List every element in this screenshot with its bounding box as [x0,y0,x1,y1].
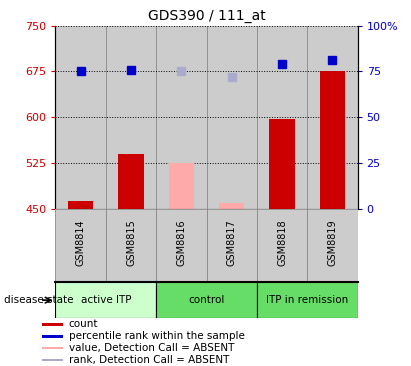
Bar [118,154,143,209]
Bar [169,163,194,209]
Text: GSM8817: GSM8817 [227,220,237,266]
Bar [55,209,106,282]
Bar [257,209,307,282]
Bar [68,201,93,209]
Text: control: control [188,295,225,305]
Text: count: count [69,320,98,329]
Text: GSM8814: GSM8814 [76,220,85,266]
Bar [307,209,358,282]
Bar [206,209,257,282]
Text: value, Detection Call = ABSENT: value, Detection Call = ABSENT [69,343,234,353]
Text: GSM8816: GSM8816 [176,220,186,266]
Bar [55,26,106,209]
Text: ITP in remission: ITP in remission [266,295,349,305]
Bar [156,26,206,209]
Bar [42,347,63,350]
Bar [106,209,156,282]
Bar [307,26,358,209]
Bar [257,282,358,318]
Bar [320,71,345,209]
Text: GSM8815: GSM8815 [126,220,136,266]
Text: disease state: disease state [4,295,74,305]
Bar [156,209,206,282]
Bar [270,119,295,209]
Bar [42,359,63,361]
Text: rank, Detection Call = ABSENT: rank, Detection Call = ABSENT [69,355,229,365]
Bar [42,323,63,326]
Bar [106,26,156,209]
Bar [55,282,156,318]
Bar [42,335,63,337]
Bar [257,26,307,209]
Text: percentile rank within the sample: percentile rank within the sample [69,331,245,341]
Bar [156,282,257,318]
Title: GDS390 / 111_at: GDS390 / 111_at [148,9,266,23]
Text: GSM8818: GSM8818 [277,220,287,266]
Bar [206,26,257,209]
Text: active ITP: active ITP [81,295,131,305]
Text: GSM8819: GSM8819 [328,220,337,266]
Bar [219,202,244,209]
